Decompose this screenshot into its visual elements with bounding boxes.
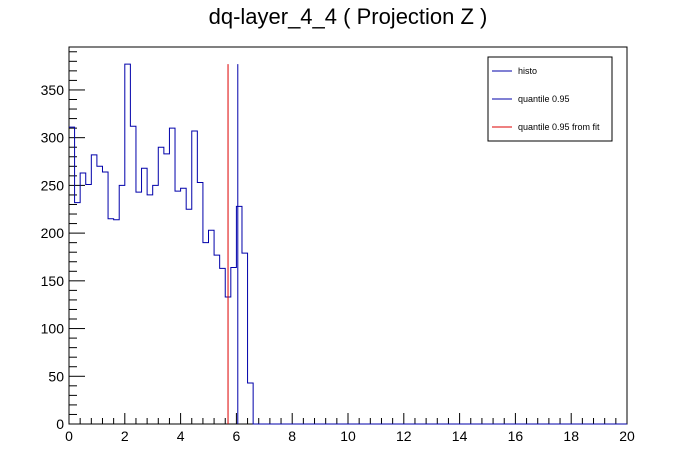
x-tick-label: 14 — [452, 428, 468, 444]
y-tick-label: 200 — [41, 225, 65, 241]
y-tick-label: 150 — [41, 273, 65, 289]
y-tick-label: 250 — [41, 177, 65, 193]
chart-title: dq-layer_4_4 ( Projection Z ) — [209, 4, 488, 29]
x-tick-label: 6 — [233, 428, 241, 444]
y-tick-label: 300 — [41, 130, 65, 146]
x-tick-label: 0 — [65, 428, 73, 444]
legend: histo quantile 0.95 quantile 0.95 from f… — [487, 56, 613, 142]
y-tick-label: 50 — [48, 368, 64, 384]
legend-label-quantile-fit: quantile 0.95 from fit — [518, 122, 600, 132]
x-tick-label: 8 — [288, 428, 296, 444]
legend-label-quantile: quantile 0.95 — [518, 94, 570, 104]
x-tick-label: 16 — [508, 428, 524, 444]
x-tick-label: 10 — [340, 428, 356, 444]
y-tick-label: 100 — [41, 321, 65, 337]
y-axis-ticks: 0 50 100 150 200 250 300 350 — [41, 51, 85, 432]
x-tick-label: 18 — [563, 428, 579, 444]
y-tick-label: 0 — [56, 416, 64, 432]
x-axis-ticks: 0 2 4 6 8 10 12 14 16 18 20 — [65, 413, 635, 444]
x-tick-label: 20 — [619, 428, 635, 444]
x-tick-label: 2 — [121, 428, 129, 444]
x-tick-label: 4 — [177, 428, 185, 444]
legend-label-histo: histo — [518, 66, 537, 76]
histogram-series — [69, 63, 627, 425]
x-tick-label: 12 — [396, 428, 412, 444]
y-tick-label: 350 — [41, 82, 65, 98]
